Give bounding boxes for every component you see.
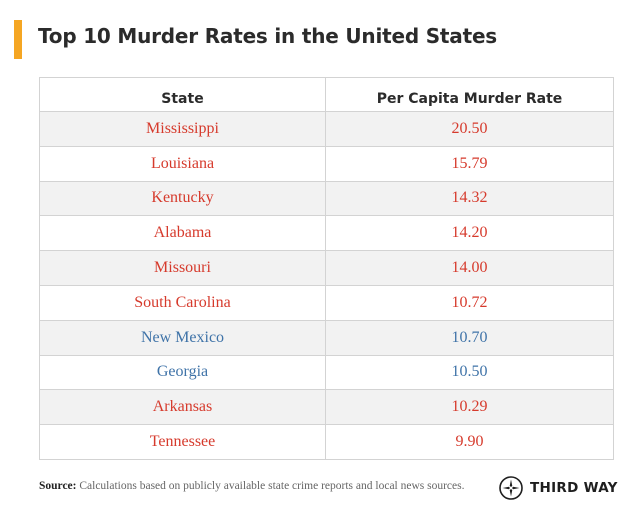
table-row: New Mexico 10.70 — [39, 319, 614, 356]
table-row: Missouri 14.00 — [39, 250, 614, 286]
table-row: South Carolina 10.72 — [39, 284, 614, 321]
state-cell: Tennessee — [39, 424, 326, 460]
page-title: Top 10 Murder Rates in the United States — [38, 24, 498, 48]
table-row: Mississippi 20.50 — [39, 111, 614, 147]
state-cell: Missouri — [39, 250, 326, 286]
table-row: Alabama 14.20 — [39, 215, 614, 252]
source-note: Source: Calculations based on publicly a… — [39, 480, 465, 492]
state-cell: New Mexico — [39, 319, 326, 356]
state-cell: Georgia — [39, 354, 326, 391]
table-row: Tennessee 9.90 — [39, 424, 614, 460]
compass-icon — [499, 476, 523, 500]
column-header-rate: Per Capita Murder Rate — [325, 77, 614, 112]
murder-rate-table: State Per Capita Murder Rate Mississippi… — [39, 77, 614, 460]
rate-cell: 10.72 — [325, 284, 614, 321]
state-cell: Louisiana — [39, 145, 326, 182]
table-row: Kentucky 14.32 — [39, 180, 614, 217]
rate-cell: 15.79 — [325, 145, 614, 182]
rate-cell: 10.70 — [325, 319, 614, 356]
rate-cell: 10.29 — [325, 389, 614, 426]
rate-cell: 20.50 — [325, 111, 614, 147]
title-accent-bar — [14, 20, 22, 59]
logo-text: THIRD WAY — [530, 480, 618, 496]
column-header-state: State — [39, 77, 326, 112]
state-cell: South Carolina — [39, 284, 326, 321]
rate-cell: 14.00 — [325, 250, 614, 286]
table-row: Louisiana 15.79 — [39, 145, 614, 182]
state-cell: Alabama — [39, 215, 326, 252]
rate-cell: 9.90 — [325, 424, 614, 460]
state-cell: Arkansas — [39, 389, 326, 426]
state-cell: Kentucky — [39, 180, 326, 217]
rate-cell: 14.32 — [325, 180, 614, 217]
source-text: Calculations based on publicly available… — [79, 480, 465, 492]
table-row: Georgia 10.50 — [39, 354, 614, 391]
table-row: Arkansas 10.29 — [39, 389, 614, 426]
source-label: Source: — [39, 480, 77, 492]
rate-cell: 10.50 — [325, 354, 614, 391]
rate-cell: 14.20 — [325, 215, 614, 252]
table-header-row: State Per Capita Murder Rate — [39, 77, 614, 112]
third-way-logo: THIRD WAY — [499, 475, 618, 501]
state-cell: Mississippi — [39, 111, 326, 147]
table-body: Mississippi 20.50 Louisiana 15.79 Kentucky 14… — [39, 111, 614, 460]
